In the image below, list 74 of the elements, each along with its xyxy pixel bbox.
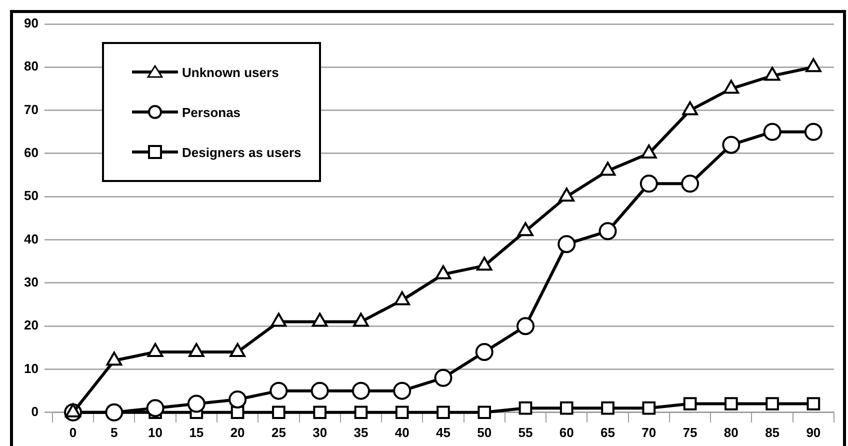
point [105,403,124,422]
legend-label: Unknown users [182,64,279,80]
point [475,342,494,361]
y-tick-label: 80 [24,58,38,74]
x-tick-label: 45 [436,424,450,440]
point [558,235,576,254]
point [270,312,287,327]
y-tick-label: 60 [24,145,38,160]
y-tick-label: 20 [24,318,38,333]
point [352,382,370,400]
y-tick-label: 10 [24,360,38,376]
y-tick-label: 70 [24,102,38,117]
point [395,406,409,420]
y-tick-label: 50 [24,188,38,204]
point [724,397,738,410]
x-tick-label: 55 [518,424,533,440]
x-tick-label: 35 [354,424,368,440]
point [394,291,410,306]
point [272,406,286,420]
x-tick-label: 90 [806,424,821,440]
y-tick-label: 90 [24,16,38,31]
point [518,222,534,236]
point [600,162,616,176]
point [598,222,617,240]
point [682,101,698,116]
point [806,397,820,410]
point [310,382,329,400]
point [764,66,780,81]
point [560,401,574,415]
x-tick-label: 60 [559,424,574,440]
x-tick-label: 85 [765,424,780,440]
point [228,390,247,408]
x-tick-label: 50 [477,424,492,440]
point [436,406,450,420]
point [642,401,656,415]
legend-label: Designers as users [182,144,302,160]
x-tick-label: 80 [724,424,738,440]
y-tick-label: 30 [24,274,38,290]
point [601,401,614,415]
point [435,265,452,280]
point [476,256,492,271]
point [683,397,697,410]
point [434,368,452,387]
point [518,401,532,415]
point [478,406,492,420]
point [516,317,534,336]
point [353,312,369,327]
point [146,399,164,418]
point [640,144,657,158]
x-tick-label: 20 [230,424,245,440]
point [312,312,328,327]
point [187,394,206,413]
point [766,397,779,410]
x-tick-label: 10 [148,424,163,440]
x-tick-label: 15 [189,424,204,440]
x-tick-label: 30 [312,424,328,440]
point [558,188,575,202]
x-tick-label: 0 [69,424,77,440]
point [270,382,288,400]
point [393,382,412,400]
point [723,80,740,94]
point [354,406,368,420]
x-tick-label: 75 [682,424,698,440]
y-tick-label: 40 [24,231,38,246]
x-tick-label: 65 [600,424,615,440]
x-tick-label: 70 [642,424,656,440]
y-tick-label: 0 [31,404,38,419]
point [806,58,822,72]
point [313,406,326,420]
point [106,352,122,366]
x-tick-label: 5 [110,424,118,440]
x-tick-label: 40 [394,424,410,440]
x-tick-label: 25 [271,424,286,440]
legend-label: Personas [182,104,241,120]
